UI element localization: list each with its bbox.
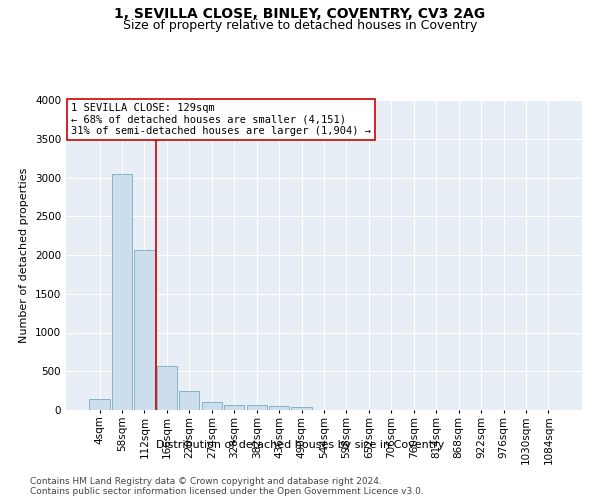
Bar bbox=[89, 399, 110, 410]
Bar bbox=[134, 250, 155, 410]
Text: Contains HM Land Registry data © Crown copyright and database right 2024.: Contains HM Land Registry data © Crown c… bbox=[30, 478, 382, 486]
Bar bbox=[224, 404, 244, 410]
Bar bbox=[247, 406, 267, 410]
Text: 1 SEVILLA CLOSE: 129sqm
← 68% of detached houses are smaller (4,151)
31% of semi: 1 SEVILLA CLOSE: 129sqm ← 68% of detache… bbox=[71, 103, 371, 136]
Text: 1, SEVILLA CLOSE, BINLEY, COVENTRY, CV3 2AG: 1, SEVILLA CLOSE, BINLEY, COVENTRY, CV3 … bbox=[115, 8, 485, 22]
Y-axis label: Number of detached properties: Number of detached properties bbox=[19, 168, 29, 342]
Bar bbox=[292, 407, 311, 410]
Bar bbox=[179, 392, 199, 410]
Bar bbox=[157, 366, 177, 410]
Bar bbox=[202, 402, 222, 410]
Text: Distribution of detached houses by size in Coventry: Distribution of detached houses by size … bbox=[156, 440, 444, 450]
Bar bbox=[112, 174, 132, 410]
Text: Size of property relative to detached houses in Coventry: Size of property relative to detached ho… bbox=[123, 19, 477, 32]
Bar bbox=[269, 406, 289, 410]
Text: Contains public sector information licensed under the Open Government Licence v3: Contains public sector information licen… bbox=[30, 486, 424, 496]
